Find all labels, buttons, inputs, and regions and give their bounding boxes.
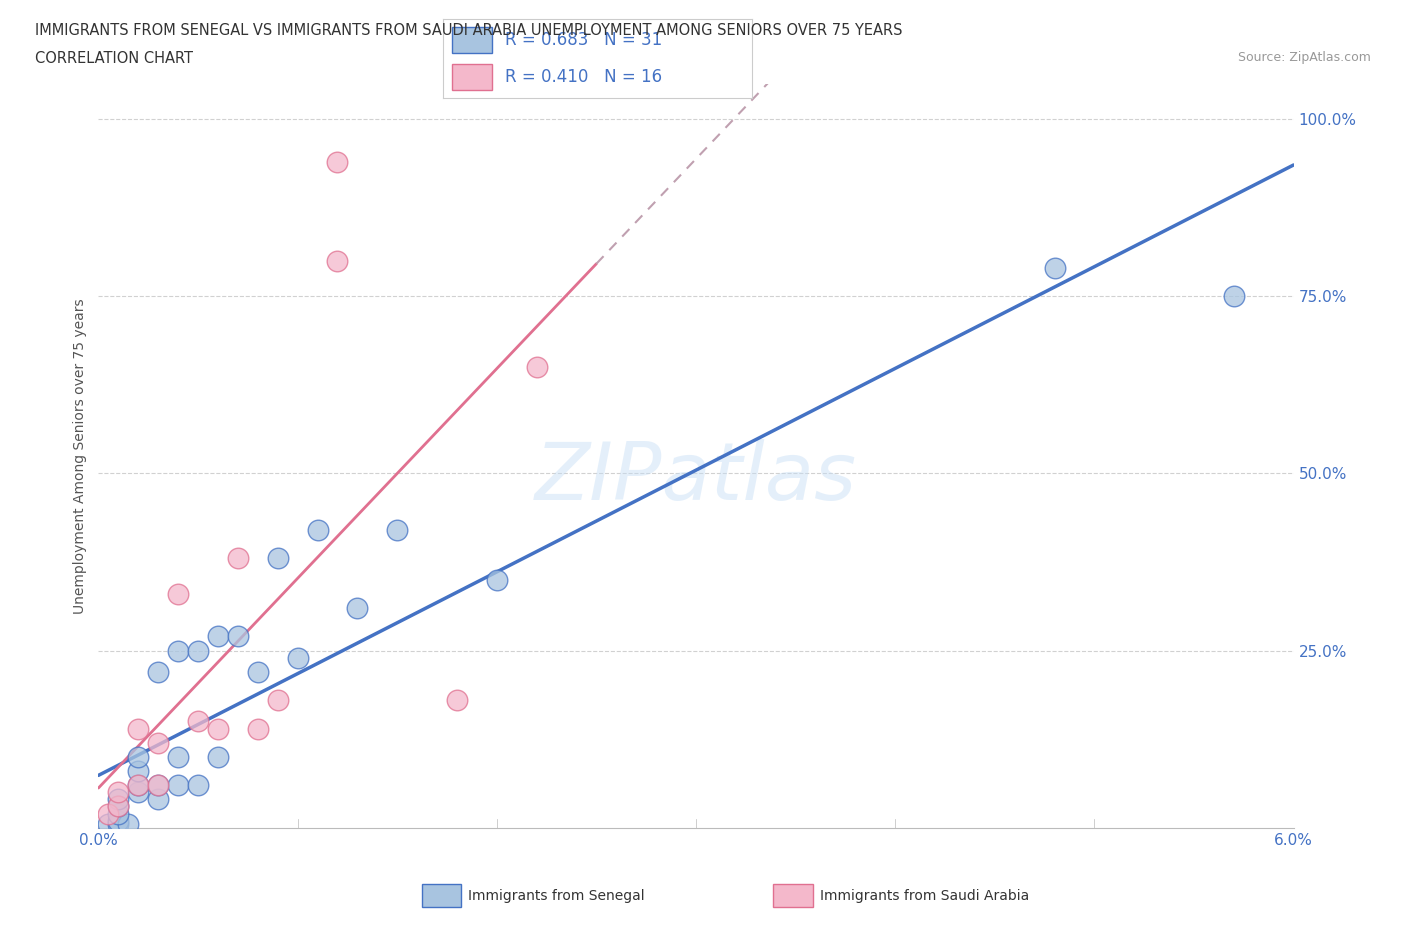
Point bbox=[167, 587, 190, 602]
Point bbox=[226, 551, 249, 565]
Point bbox=[167, 644, 190, 658]
Point bbox=[207, 721, 229, 736]
Point bbox=[187, 714, 209, 729]
Point bbox=[1223, 289, 1246, 304]
Point bbox=[148, 792, 170, 807]
Point bbox=[326, 154, 349, 169]
Point bbox=[107, 792, 129, 807]
Point bbox=[207, 629, 229, 644]
Point bbox=[207, 750, 229, 764]
Point bbox=[246, 721, 269, 736]
Point bbox=[485, 572, 508, 587]
Point bbox=[267, 693, 290, 708]
Point bbox=[148, 664, 170, 679]
Point bbox=[326, 253, 349, 268]
Text: ZIPatlas: ZIPatlas bbox=[534, 439, 858, 517]
Point bbox=[187, 644, 209, 658]
Point bbox=[148, 777, 170, 792]
Point bbox=[307, 523, 329, 538]
Text: Immigrants from Senegal: Immigrants from Senegal bbox=[468, 888, 645, 903]
Point bbox=[226, 629, 249, 644]
Text: Source: ZipAtlas.com: Source: ZipAtlas.com bbox=[1237, 51, 1371, 64]
Text: R = 0.410   N = 16: R = 0.410 N = 16 bbox=[505, 68, 662, 86]
Point bbox=[127, 750, 149, 764]
Point bbox=[107, 817, 129, 831]
Point bbox=[127, 785, 149, 800]
Text: Immigrants from Saudi Arabia: Immigrants from Saudi Arabia bbox=[820, 888, 1029, 903]
Point bbox=[107, 799, 129, 814]
Point bbox=[267, 551, 290, 565]
Point bbox=[127, 777, 149, 792]
Text: IMMIGRANTS FROM SENEGAL VS IMMIGRANTS FROM SAUDI ARABIA UNEMPLOYMENT AMONG SENIO: IMMIGRANTS FROM SENEGAL VS IMMIGRANTS FR… bbox=[35, 23, 903, 38]
Point bbox=[107, 785, 129, 800]
Point bbox=[97, 806, 120, 821]
Point bbox=[346, 601, 368, 616]
Point bbox=[127, 764, 149, 778]
Point bbox=[1043, 260, 1066, 275]
Point bbox=[148, 736, 170, 751]
Point bbox=[246, 664, 269, 679]
Point bbox=[117, 817, 139, 831]
Point bbox=[526, 360, 548, 375]
Point bbox=[167, 750, 190, 764]
Point bbox=[107, 799, 129, 814]
Point bbox=[287, 650, 309, 665]
Point bbox=[167, 777, 190, 792]
Point bbox=[107, 806, 129, 821]
Point bbox=[385, 523, 409, 538]
Point bbox=[187, 777, 209, 792]
FancyBboxPatch shape bbox=[453, 27, 492, 53]
FancyBboxPatch shape bbox=[453, 64, 492, 90]
Point bbox=[148, 777, 170, 792]
Point bbox=[107, 813, 129, 828]
Point bbox=[127, 777, 149, 792]
Text: R = 0.683   N = 31: R = 0.683 N = 31 bbox=[505, 31, 662, 49]
Text: CORRELATION CHART: CORRELATION CHART bbox=[35, 51, 193, 66]
Point bbox=[446, 693, 468, 708]
Point bbox=[97, 817, 120, 831]
Y-axis label: Unemployment Among Seniors over 75 years: Unemployment Among Seniors over 75 years bbox=[73, 298, 87, 614]
Point bbox=[127, 721, 149, 736]
